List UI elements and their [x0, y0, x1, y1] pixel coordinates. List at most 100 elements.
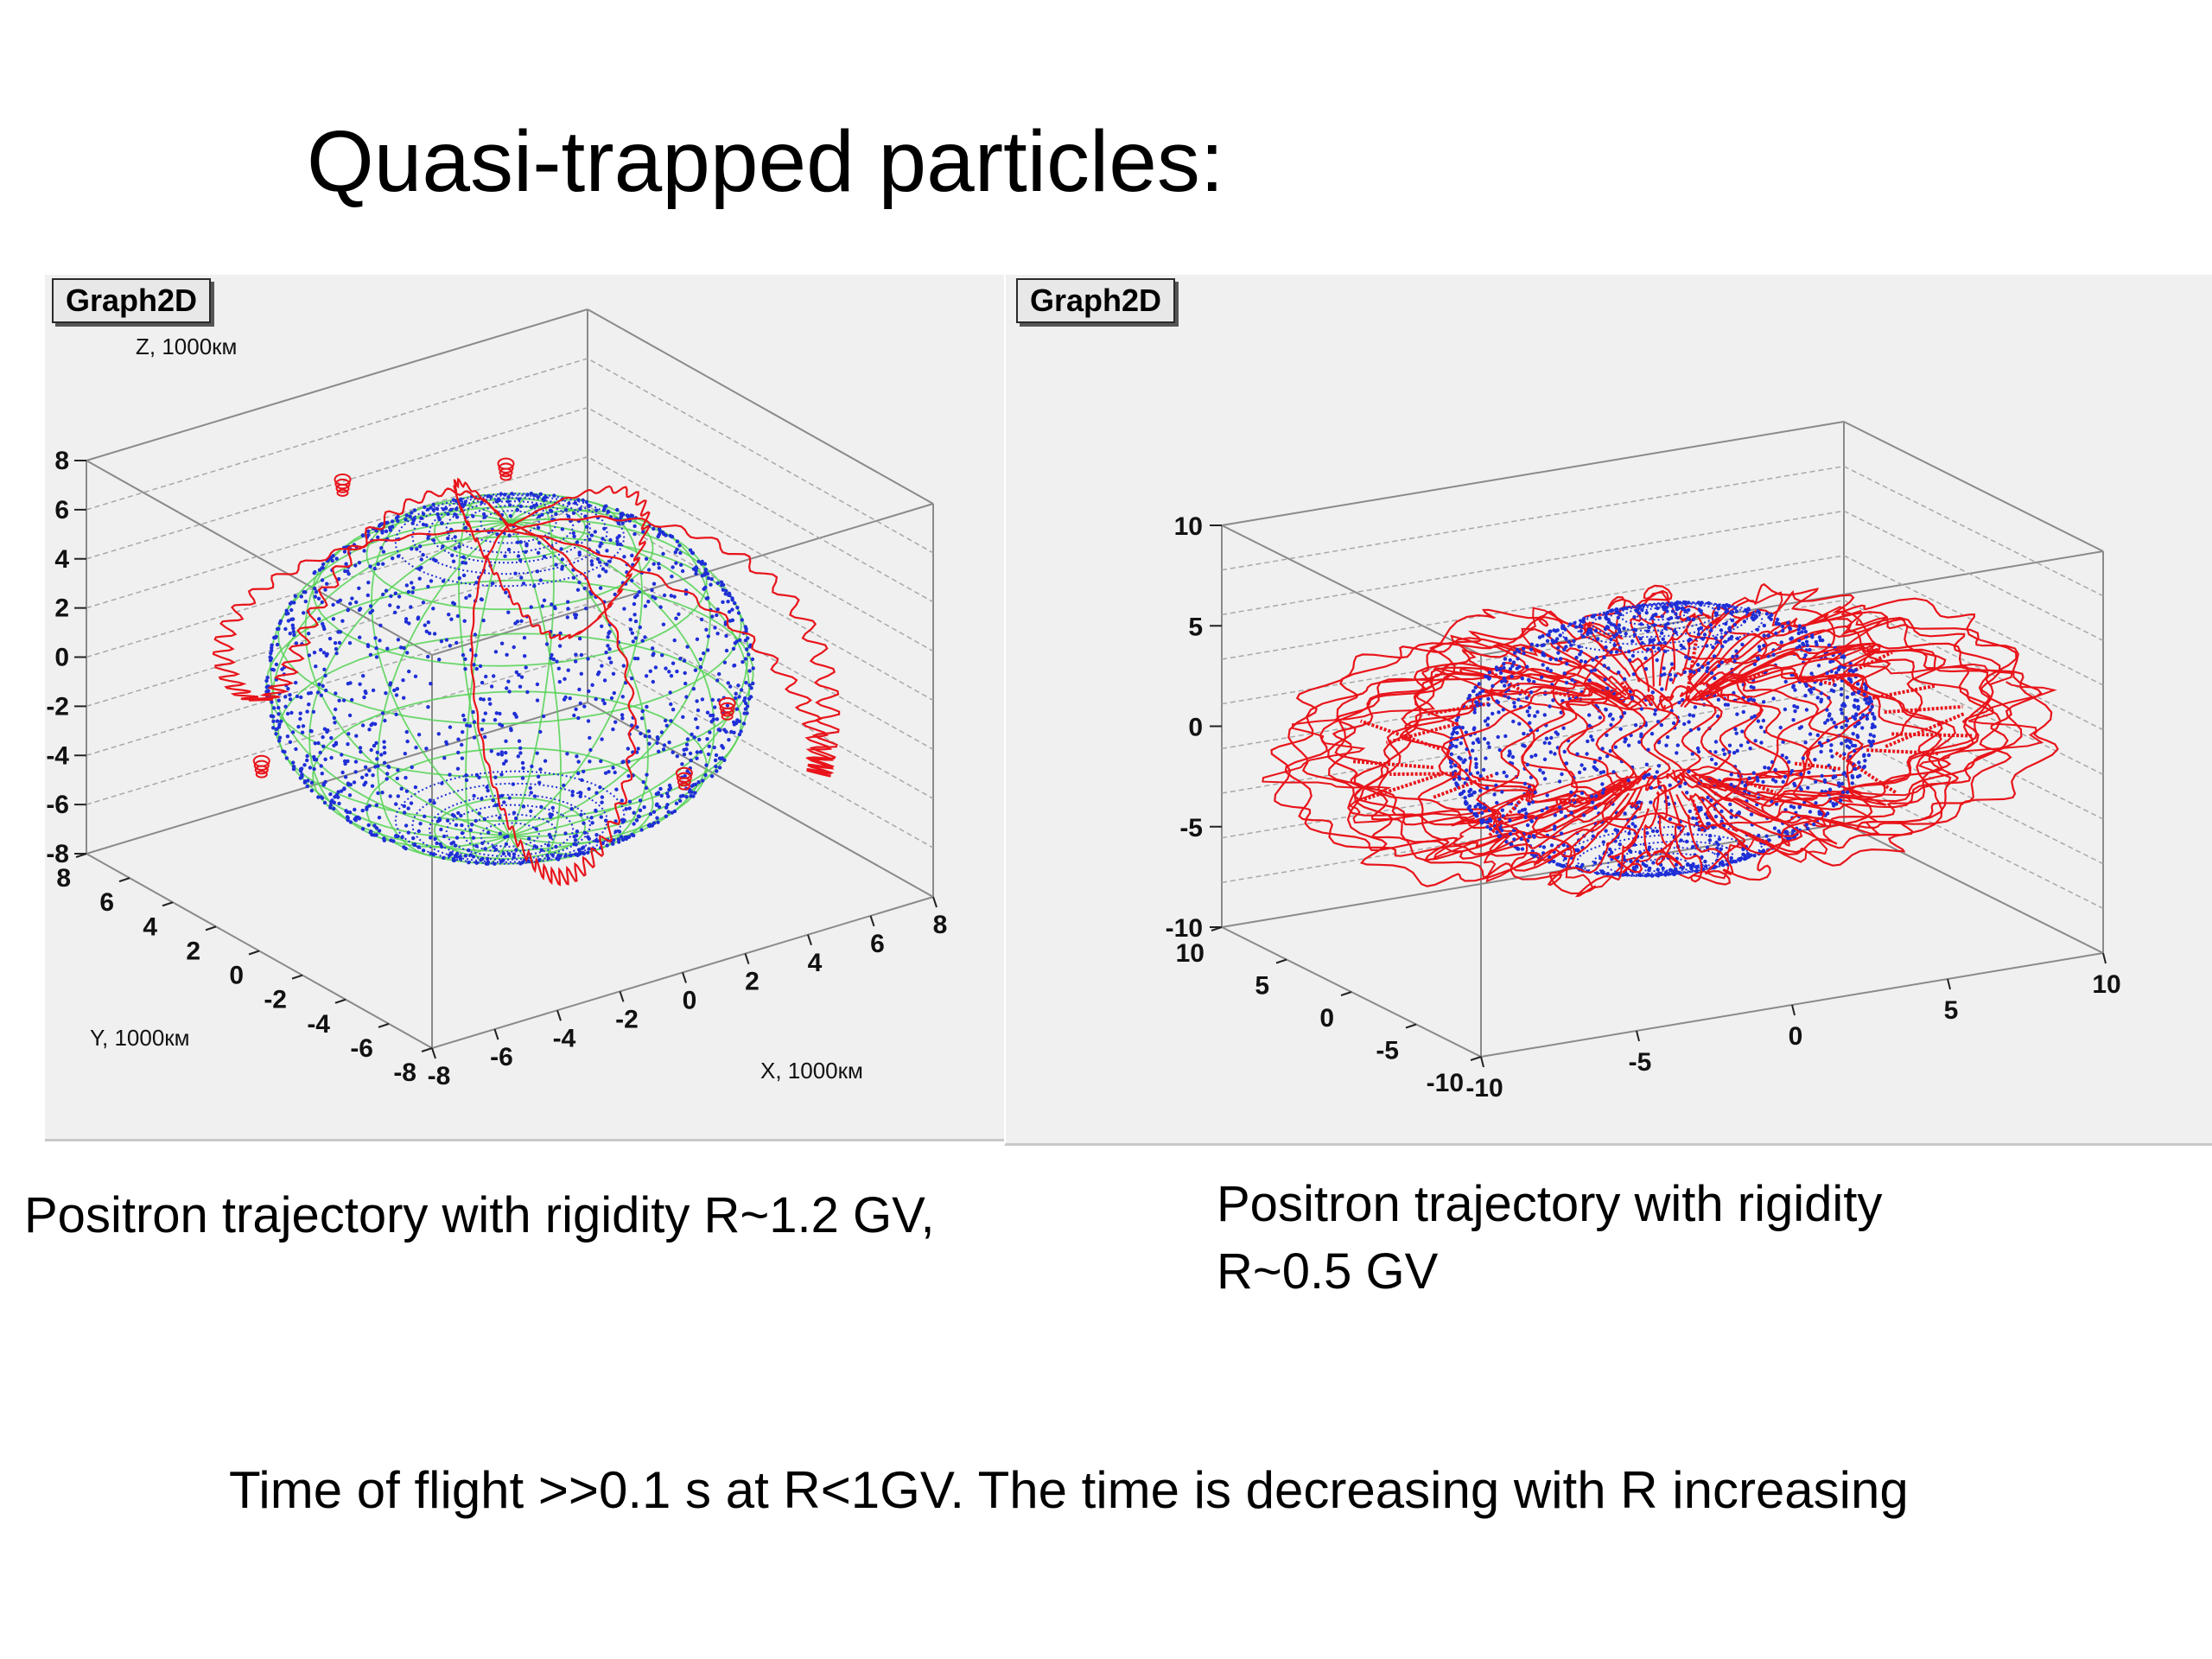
earth-dot: [1562, 647, 1567, 652]
earth-dot: [1709, 671, 1714, 676]
earth-dot: [309, 788, 314, 793]
earth-dot: [382, 838, 386, 842]
earth-dot: [354, 734, 359, 738]
earth-dot: [432, 632, 437, 636]
drift-spike: [1691, 799, 1706, 834]
earth-dot: [1827, 712, 1832, 716]
earth-dot: [485, 785, 489, 790]
earth-dot: [661, 622, 666, 626]
z-tick-label: 0: [1188, 714, 1203, 742]
earth-dot: [1853, 766, 1857, 771]
earth-dot: [1617, 671, 1621, 675]
earth-dot: [479, 696, 483, 702]
earth-dot: [678, 550, 683, 556]
earth-dot: [397, 594, 402, 599]
earth-dot: [360, 775, 365, 779]
earth-dot: [389, 594, 393, 599]
earth-dot: [411, 586, 416, 590]
earth-dot: [1660, 687, 1664, 691]
earth-dot: [1651, 613, 1656, 618]
earth-dot: [1705, 669, 1709, 673]
earth-dot: [1619, 715, 1624, 719]
earth-dot: [1700, 637, 1705, 641]
earth-dot: [657, 532, 662, 537]
trajectory-coil: [677, 777, 691, 787]
earth-dot: [746, 636, 750, 640]
earth-dot: [667, 787, 671, 792]
earth-dot: [1669, 677, 1673, 682]
earth-dot: [672, 594, 677, 599]
earth-dot: [724, 648, 729, 653]
x-tick-label: -4: [553, 1024, 576, 1052]
earth-dot: [1459, 757, 1463, 761]
earth-dot: [529, 809, 533, 813]
earth-dot: [1604, 707, 1608, 712]
earth-dot: [565, 615, 569, 620]
earth-dot: [1635, 801, 1640, 805]
earth-dot: [725, 703, 730, 708]
earth-dot: [1541, 845, 1547, 849]
earth-dot: [737, 695, 741, 699]
earth-dot: [525, 690, 530, 695]
earth-dot: [350, 596, 354, 601]
earth-dot: [1688, 809, 1692, 814]
earth-dot: [498, 816, 502, 820]
earth-dot: [1756, 779, 1760, 783]
earth-dot: [1799, 725, 1804, 729]
earth-dot: [1517, 721, 1522, 726]
y-tick-label: -4: [307, 1010, 330, 1039]
earth-dot: [700, 574, 704, 578]
earth-dot: [283, 750, 287, 754]
earth-dot: [483, 734, 487, 740]
earth-dot: [321, 734, 325, 740]
earth-dot: [1548, 629, 1552, 634]
earth-dot: [513, 621, 518, 626]
earth-dot: [600, 624, 604, 628]
earth-dot: [1617, 623, 1621, 627]
earth-dot: [635, 657, 640, 661]
earth-dot: [474, 861, 479, 865]
earth-dot: [611, 842, 615, 846]
earth-dot: [332, 715, 336, 721]
earth-dot: [357, 586, 361, 590]
earth-dot: [639, 716, 645, 721]
earth-dot: [1813, 758, 1817, 762]
earth-dot: [1772, 826, 1777, 830]
earth-dot: [688, 790, 692, 794]
earth-dot: [404, 583, 409, 588]
earth-dot: [569, 853, 573, 858]
earth-dot: [656, 820, 660, 824]
earth-dot: [1450, 732, 1454, 736]
earth-dot: [589, 533, 594, 537]
earth-dot: [1827, 696, 1831, 700]
earth-dot: [1459, 741, 1463, 746]
earth-dot: [375, 757, 379, 761]
y-tick-label: 5: [1255, 972, 1269, 1001]
earth-dot: [1522, 781, 1528, 786]
earth-dot: [276, 739, 282, 743]
earth-dot: [1749, 684, 1753, 690]
earth-dot: [484, 674, 488, 679]
earth-dot: [1706, 665, 1710, 671]
earth-dot: [334, 556, 339, 561]
earth-dot: [727, 609, 732, 614]
earth-dot: [544, 642, 550, 646]
y-tick-label: -5: [1376, 1037, 1399, 1065]
earth-dot: [530, 764, 534, 769]
earth-dot: [286, 619, 291, 623]
earth-dot: [1622, 857, 1627, 862]
earth-dot: [1819, 682, 1823, 686]
earth-dot: [1468, 808, 1472, 812]
earth-dot: [1473, 757, 1478, 761]
earth-dot: [1719, 628, 1724, 632]
earth-dot: [338, 630, 343, 634]
earth-dot: [1803, 629, 1808, 634]
earth-dot: [329, 755, 334, 760]
drift-spike: [1488, 784, 1536, 837]
earth-dot: [340, 619, 345, 623]
earth-dot: [1687, 720, 1691, 724]
earth-dot: [291, 766, 296, 772]
earth-dot: [1540, 643, 1544, 648]
earth-dot: [1837, 665, 1842, 670]
earth-dot: [373, 636, 378, 640]
